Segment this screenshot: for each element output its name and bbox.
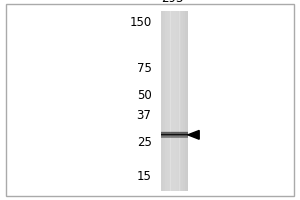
Bar xyxy=(185,11,187,191)
Text: 50: 50 xyxy=(137,89,152,102)
Bar xyxy=(174,11,176,191)
Bar xyxy=(163,11,165,191)
Bar xyxy=(160,131,188,132)
Text: 150: 150 xyxy=(129,16,152,29)
Bar xyxy=(176,11,178,191)
Bar xyxy=(160,134,188,135)
Bar xyxy=(183,11,185,191)
Text: 37: 37 xyxy=(136,109,152,122)
Bar xyxy=(179,11,182,191)
Bar xyxy=(167,11,169,191)
Bar xyxy=(160,137,188,138)
Text: 293: 293 xyxy=(161,0,184,5)
Bar xyxy=(178,11,180,191)
Bar xyxy=(160,136,188,137)
Bar xyxy=(165,11,167,191)
Bar xyxy=(160,11,188,191)
Bar xyxy=(160,137,188,138)
Bar xyxy=(181,11,183,191)
Text: 75: 75 xyxy=(136,62,152,75)
Bar xyxy=(160,11,162,191)
Bar xyxy=(169,11,171,191)
Bar xyxy=(160,132,188,133)
Bar xyxy=(160,134,188,135)
Text: 15: 15 xyxy=(136,170,152,183)
Bar xyxy=(160,135,188,136)
Text: 25: 25 xyxy=(136,136,152,149)
Polygon shape xyxy=(188,130,199,139)
Bar xyxy=(170,11,172,191)
Bar xyxy=(160,132,188,133)
Bar xyxy=(172,11,174,191)
Bar xyxy=(160,133,188,134)
Bar xyxy=(161,11,164,191)
